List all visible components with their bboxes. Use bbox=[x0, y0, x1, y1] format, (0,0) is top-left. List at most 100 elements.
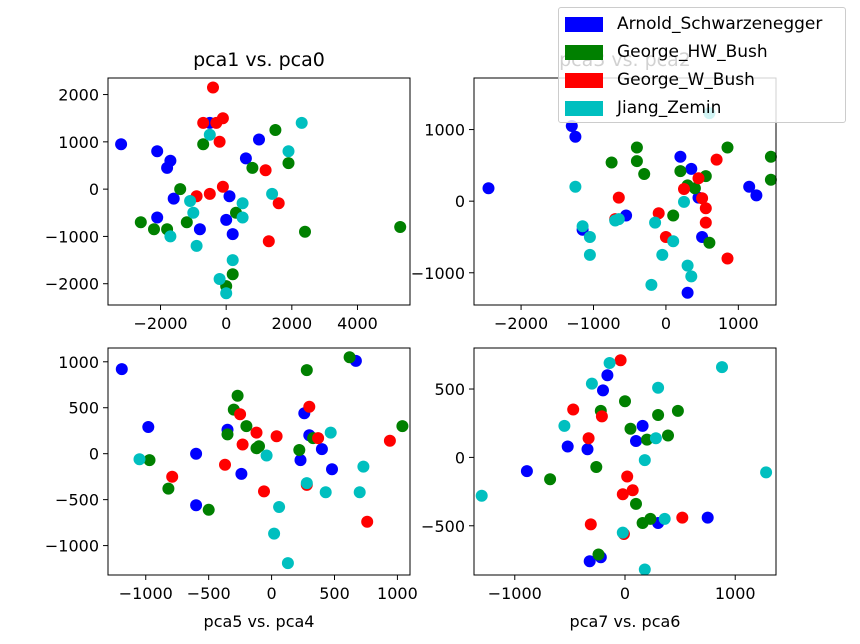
x-tick-label: 1000 bbox=[715, 584, 756, 603]
data-point bbox=[174, 183, 187, 196]
data-point bbox=[151, 145, 164, 158]
data-point bbox=[565, 120, 578, 132]
data-point bbox=[202, 503, 215, 516]
data-point bbox=[180, 216, 193, 229]
data-point bbox=[234, 408, 247, 421]
y-tick-label: 0 bbox=[89, 445, 99, 464]
data-point bbox=[303, 400, 316, 413]
panel-pca5-vs-pca4: −1000 −500 0 500 1000 −1000 −500 0 500 1000 pca5 v… bbox=[45, 347, 418, 631]
data-point bbox=[630, 497, 642, 510]
data-point bbox=[326, 463, 338, 476]
data-point bbox=[662, 429, 674, 442]
data-point bbox=[240, 420, 253, 433]
data-point bbox=[649, 216, 662, 229]
legend: Arnold_Schwarzenegger George_HW_Bush Geo… bbox=[558, 7, 846, 123]
data-point bbox=[721, 141, 734, 154]
data-point bbox=[674, 165, 687, 178]
data-point bbox=[207, 81, 219, 94]
x-tick-label: 2000 bbox=[271, 314, 312, 333]
data-point bbox=[671, 404, 684, 417]
data-point bbox=[667, 235, 680, 248]
data-point bbox=[569, 180, 582, 193]
data-point bbox=[235, 467, 248, 480]
data-point bbox=[721, 252, 734, 265]
data-point bbox=[394, 221, 407, 233]
data-point bbox=[595, 410, 608, 423]
data-point bbox=[142, 421, 155, 433]
data-point bbox=[601, 369, 614, 382]
data-point bbox=[295, 116, 308, 129]
data-point bbox=[282, 145, 295, 158]
data-point bbox=[190, 499, 203, 512]
data-point bbox=[383, 434, 396, 447]
data-point bbox=[270, 430, 283, 443]
y-tick-label: 500 bbox=[68, 399, 99, 418]
data-point bbox=[619, 395, 631, 408]
axes-frame bbox=[107, 77, 411, 306]
legend-swatch bbox=[565, 16, 603, 32]
data-point bbox=[692, 172, 705, 185]
data-point bbox=[187, 206, 200, 219]
data-point bbox=[226, 228, 239, 241]
legend-item-george-w: George_W_Bush bbox=[559, 66, 845, 94]
data-point bbox=[688, 182, 701, 195]
data-point bbox=[630, 155, 643, 168]
data-point bbox=[299, 225, 311, 238]
data-point bbox=[197, 116, 210, 129]
data-point bbox=[614, 354, 627, 367]
data-point bbox=[584, 518, 597, 531]
data-point bbox=[236, 211, 249, 224]
data-point bbox=[764, 173, 777, 186]
data-point bbox=[641, 433, 653, 446]
data-point bbox=[216, 180, 229, 193]
data-point bbox=[282, 157, 295, 170]
data-point bbox=[696, 192, 709, 205]
data-point bbox=[268, 527, 281, 540]
legend-label: George_HW_Bush bbox=[617, 42, 768, 62]
data-point bbox=[115, 363, 128, 376]
axes-frame bbox=[107, 347, 411, 576]
data-point bbox=[685, 270, 698, 283]
data-point bbox=[164, 230, 177, 243]
data-point bbox=[652, 409, 665, 421]
x-tick-label: −2000 bbox=[133, 314, 187, 333]
data-point bbox=[246, 161, 259, 174]
y-tick-label: −1000 bbox=[45, 227, 99, 246]
y-tick-label: −2000 bbox=[45, 275, 99, 294]
data-point bbox=[590, 461, 603, 473]
legend-swatch bbox=[565, 72, 603, 88]
data-point bbox=[184, 195, 197, 207]
data-point bbox=[567, 403, 580, 416]
data-point bbox=[597, 384, 609, 397]
data-point bbox=[681, 259, 694, 272]
data-point bbox=[226, 254, 239, 267]
data-point bbox=[203, 187, 216, 200]
data-point bbox=[630, 141, 643, 154]
data-point bbox=[213, 273, 226, 285]
x-tick-label: −1000 bbox=[119, 584, 173, 603]
data-point bbox=[656, 248, 669, 261]
data-point bbox=[203, 128, 216, 141]
data-point bbox=[652, 207, 665, 220]
data-point bbox=[231, 389, 244, 402]
data-point bbox=[115, 138, 128, 151]
data-point bbox=[353, 486, 366, 499]
data-point bbox=[616, 526, 629, 539]
data-point bbox=[701, 511, 714, 524]
data-point bbox=[226, 268, 239, 281]
data-point bbox=[281, 557, 294, 570]
data-point bbox=[475, 489, 488, 502]
data-point bbox=[250, 426, 263, 439]
x-tick-label: 0 bbox=[266, 584, 276, 603]
x-axis-label: pca7 vs. pca6 bbox=[570, 612, 681, 631]
panel-title: pca1 vs. pca0 bbox=[193, 49, 325, 71]
y-tick-label: 2000 bbox=[58, 86, 99, 105]
data-point bbox=[674, 150, 687, 163]
data-point bbox=[624, 422, 637, 435]
data-point bbox=[561, 440, 574, 453]
data-point bbox=[760, 466, 773, 479]
data-point bbox=[681, 286, 694, 299]
y-tick-label: −500 bbox=[421, 517, 465, 536]
